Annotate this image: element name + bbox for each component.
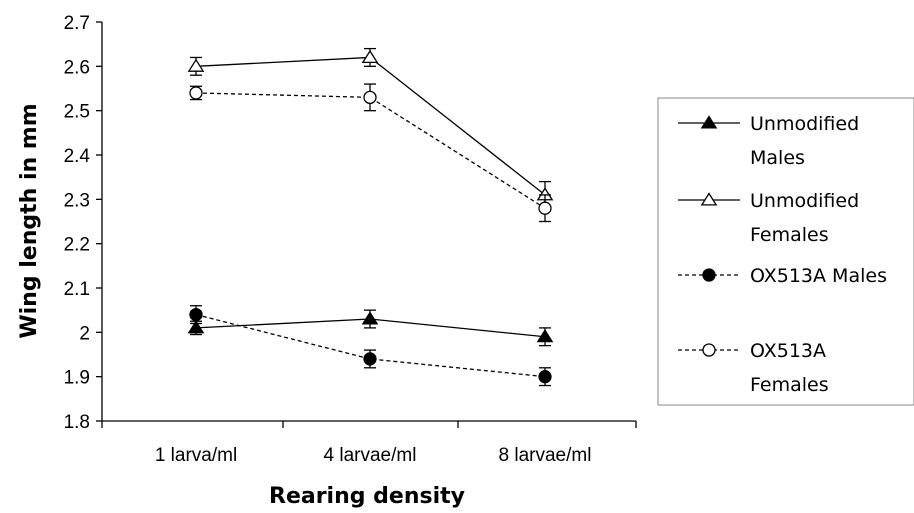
- legend-label: Males: [750, 147, 805, 169]
- legend-marker: [702, 268, 716, 282]
- legend-label: Unmodified: [750, 190, 859, 212]
- data-point: [361, 311, 379, 325]
- series-ox513a-females: [189, 83, 552, 223]
- y-tick-label: 2.2: [64, 235, 90, 256]
- x-tick-label: 4 larvae/ml: [324, 445, 417, 466]
- legend-item-ox513a-males: OX513A Males: [678, 265, 887, 287]
- x-tick-label: 1 larva/ml: [155, 445, 237, 466]
- series-line: [195, 92, 546, 209]
- y-tick-label: 2: [79, 323, 90, 344]
- data-point: [538, 370, 552, 384]
- legend-marker: [700, 115, 718, 129]
- legend-label: Unmodified: [750, 113, 859, 135]
- legend-label: Females: [750, 374, 829, 396]
- data-point: [189, 86, 203, 100]
- y-tick-label: 2.3: [64, 190, 90, 211]
- data-point: [187, 58, 205, 72]
- legend-box: [657, 97, 914, 406]
- plot-area: 1.8 1.9 2 2.1 2.2 2.3 2.4 2.5 2.6 2.7 1 larva/ml 4 …: [64, 13, 637, 466]
- legend-item-unmodified-females: Unmodified Females: [678, 190, 859, 246]
- legend-item-ox513a-females: OX513A Females: [678, 340, 829, 396]
- legend-label: OX513A Males: [750, 265, 887, 287]
- data-point: [187, 320, 205, 334]
- data-point: [361, 49, 379, 63]
- legend-label: OX513A: [750, 340, 826, 362]
- data-point: [538, 201, 552, 215]
- y-tick-label: 2.4: [64, 146, 91, 167]
- y-axis-title: Wing length in mm: [17, 103, 42, 338]
- y-tick-label: 2.1: [64, 279, 90, 300]
- x-axis-title: Rearing density: [269, 484, 465, 509]
- x-tick-label: 8 larvae/ml: [499, 445, 592, 466]
- data-point: [536, 329, 554, 343]
- series-unmodified-females: [187, 47, 554, 209]
- y-tick-label: 2.6: [64, 57, 90, 78]
- data-point: [189, 307, 203, 322]
- series-ox513a-males: [189, 305, 552, 387]
- legend-item-unmodified-males: Unmodified Males: [678, 113, 859, 169]
- legend-marker: [702, 343, 716, 357]
- y-tick-label: 2.7: [64, 13, 90, 34]
- series-line: [195, 313, 546, 378]
- y-tick-label: 2.5: [64, 102, 90, 123]
- y-tick-label: 1.9: [64, 368, 90, 389]
- series-unmodified-males: [187, 309, 554, 347]
- data-point: [363, 352, 377, 366]
- legend-marker: [700, 192, 718, 206]
- legend: Unmodified Males Unmodified Females OX513A M…: [657, 97, 914, 406]
- legend-label: Females: [750, 224, 829, 246]
- y-tick-label: 1.8: [64, 412, 90, 433]
- data-point: [363, 90, 377, 105]
